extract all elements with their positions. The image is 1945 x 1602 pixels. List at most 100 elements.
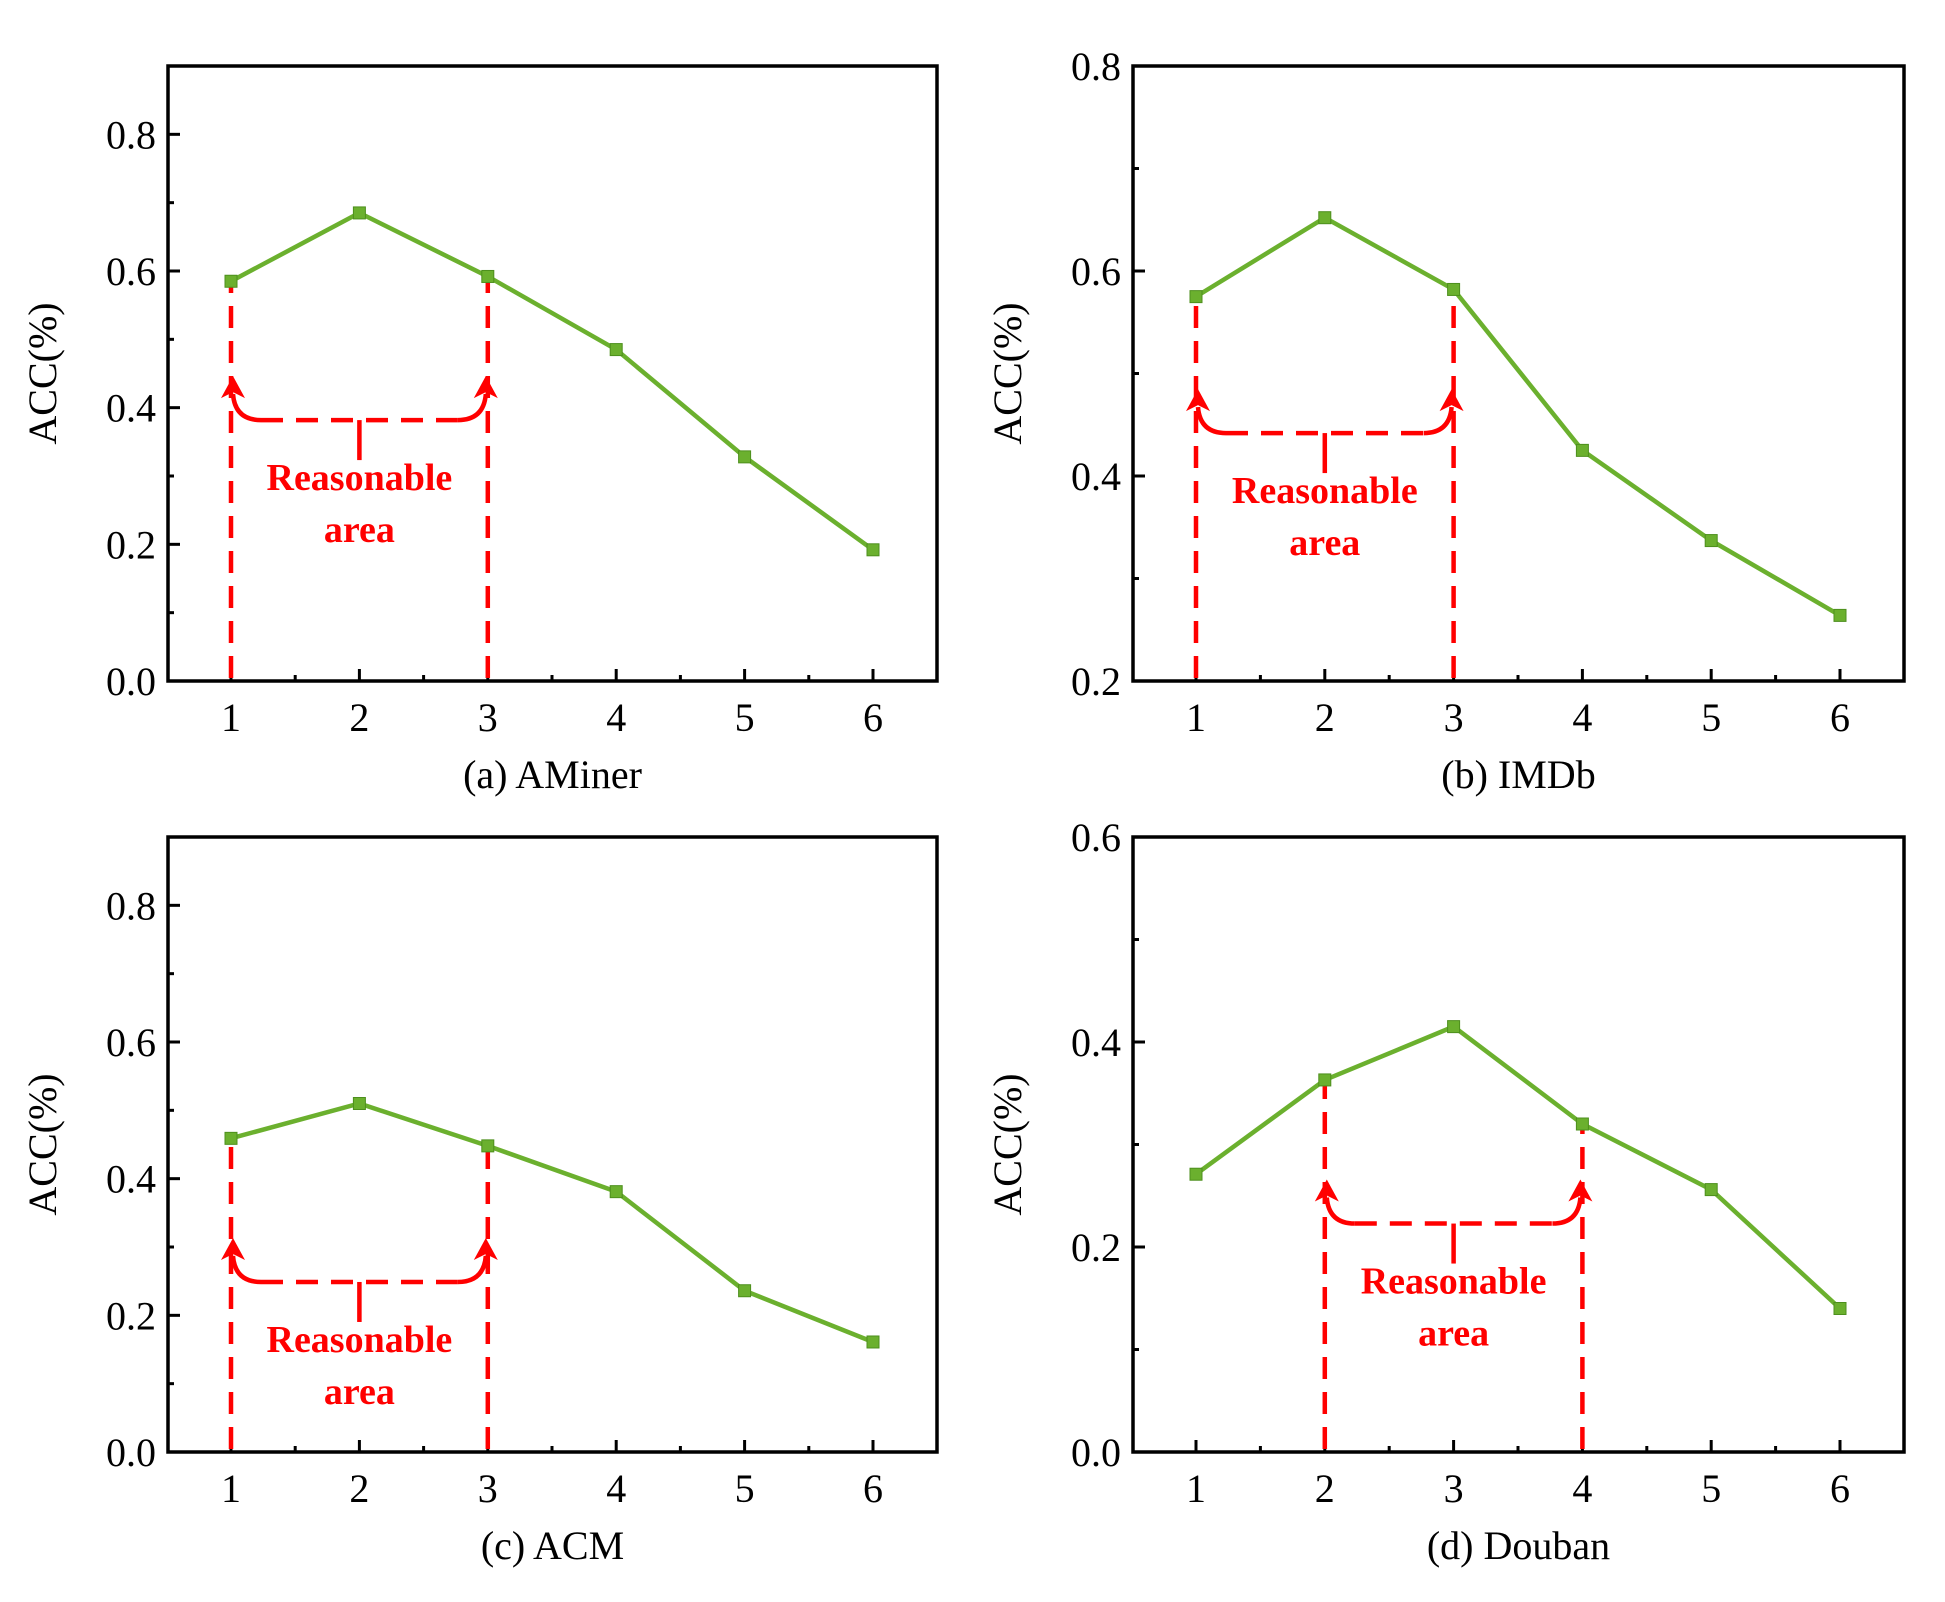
- right-arrow-head: [473, 1237, 498, 1260]
- left-arrow-head: [221, 1237, 245, 1260]
- x-tick-label: 6: [863, 1466, 883, 1511]
- y-tick-label: 0.6: [106, 1020, 156, 1065]
- x-tick-label: 4: [1572, 1466, 1592, 1511]
- y-tick-label: 0.4: [1071, 454, 1121, 499]
- data-point: [1318, 1073, 1332, 1087]
- data-point: [481, 269, 495, 283]
- y-axis-title: ACC(%): [20, 1073, 65, 1215]
- x-tick-label: 2: [1315, 695, 1335, 740]
- data-point: [738, 450, 752, 464]
- panel-caption: (d) Douban: [1427, 1523, 1610, 1568]
- y-tick-label: 0.6: [106, 249, 156, 294]
- data-point: [866, 1335, 880, 1349]
- y-tick-label: 0.2: [106, 1293, 156, 1338]
- annotation-label: area: [1289, 522, 1360, 564]
- panel-caption: (c) ACM: [481, 1523, 624, 1568]
- bracket-left-curve: [1324, 1197, 1355, 1226]
- left-arrow-head: [221, 376, 245, 399]
- bracket-left-curve: [230, 1255, 262, 1285]
- panel-1: 1 2 3 4 5 6 0.0 0.2 0.4 0.6 0.8 ACC(%) (a) AMiner Rea…: [20, 64, 939, 797]
- bracket-right-curve: [457, 393, 489, 423]
- reasonable-area-annotation: Reasonable area: [1186, 289, 1464, 678]
- y-tick-label: 0.8: [1071, 44, 1121, 89]
- annotation-label: Reasonable: [267, 1319, 453, 1361]
- y-tick-label: 0.0: [106, 659, 156, 704]
- data-point: [866, 543, 880, 557]
- series-line: [1194, 1024, 1842, 1311]
- y-tick-label: 0.0: [106, 1430, 156, 1475]
- data-point: [224, 1131, 238, 1145]
- x-tick-label: 6: [1830, 1466, 1850, 1511]
- series-line: [229, 210, 875, 552]
- annotation-label: area: [324, 509, 395, 551]
- reasonable-area-annotation: Reasonable area: [221, 1138, 498, 1449]
- x-tick-label: 4: [1572, 695, 1592, 740]
- x-tick-label: 6: [863, 695, 883, 740]
- data-point: [1833, 608, 1847, 622]
- bracket-right-curve: [1423, 406, 1454, 436]
- annotation-label: Reasonable: [1361, 1261, 1547, 1303]
- data-point: [1447, 1020, 1461, 1034]
- panel-caption: (b) IMDb: [1441, 752, 1595, 797]
- x-tick-label: 2: [349, 695, 369, 740]
- data-point: [1447, 282, 1461, 296]
- x-tick-label: 5: [735, 695, 755, 740]
- x-tick-label: 1: [1186, 1466, 1206, 1511]
- x-tick-label: 3: [1444, 695, 1464, 740]
- y-tick-label: 0.4: [106, 386, 156, 431]
- data-point: [352, 206, 366, 220]
- reasonable-area-annotation: Reasonable area: [221, 276, 498, 678]
- x-tick-label: 5: [735, 1466, 755, 1511]
- left-arrow-head: [1314, 1179, 1339, 1202]
- x-tick-label: 6: [1830, 695, 1850, 740]
- y-tick-label: 0.8: [106, 883, 156, 928]
- data-point: [738, 1284, 752, 1298]
- bracket-right-curve: [457, 1255, 489, 1285]
- plot-frame: [1131, 835, 1906, 1454]
- panel-4: 1 2 3 4 5 6 0.0 0.2 0.4 0.6 ACC(%) (d) Douban Reason…: [985, 815, 1906, 1568]
- right-arrow-head: [1439, 389, 1464, 412]
- bracket-left-curve: [1195, 406, 1227, 436]
- x-tick-label: 3: [1444, 1466, 1464, 1511]
- y-tick-label: 0.0: [1071, 1430, 1121, 1475]
- x-tick-label: 4: [606, 1466, 626, 1511]
- y-tick-label: 0.6: [1071, 815, 1121, 860]
- x-tick-label: 3: [478, 695, 498, 740]
- annotation-label: area: [324, 1371, 395, 1413]
- annotation-label: area: [1418, 1313, 1489, 1355]
- reasonable-area-annotation: Reasonable area: [1314, 1079, 1593, 1449]
- y-tick-label: 0.6: [1071, 249, 1121, 294]
- data-point: [1575, 443, 1589, 457]
- data-point: [1833, 1302, 1847, 1315]
- left-arrow-head: [1186, 389, 1210, 412]
- annotation-label: Reasonable: [1232, 470, 1418, 512]
- annotation-label: Reasonable: [267, 457, 453, 499]
- x-tick-label: 5: [1701, 695, 1721, 740]
- data-point: [481, 1139, 495, 1153]
- x-tick-label: 5: [1701, 1466, 1721, 1511]
- x-tick-label: 2: [1315, 1466, 1335, 1511]
- data-point: [1189, 290, 1203, 304]
- panel-3: 1 2 3 4 5 6 0.0 0.2 0.4 0.6 0.8 ACC(%) (c) ACM Reason…: [20, 835, 939, 1568]
- data-point: [1189, 1167, 1203, 1181]
- right-arrow-head: [1568, 1179, 1593, 1202]
- panel-2: 1 2 3 4 5 6 0.2 0.4 0.6 0.8 ACC(%) (b) IMDb Reasonab…: [985, 44, 1906, 797]
- x-tick-label: 4: [606, 695, 626, 740]
- data-point: [1704, 534, 1718, 548]
- right-arrow-head: [473, 376, 498, 399]
- y-tick-label: 0.8: [106, 112, 156, 157]
- y-axis-title: ACC(%): [985, 302, 1030, 444]
- x-tick-label: 1: [1186, 695, 1206, 740]
- y-tick-label: 0.2: [1071, 659, 1121, 704]
- data-point: [1704, 1183, 1718, 1197]
- y-tick-label: 0.4: [1071, 1020, 1121, 1065]
- x-tick-label: 3: [478, 1466, 498, 1511]
- y-tick-label: 0.2: [1071, 1225, 1121, 1270]
- bracket-right-curve: [1552, 1197, 1583, 1226]
- series-line: [1194, 215, 1842, 618]
- data-point: [1318, 211, 1332, 225]
- panel-caption: (a) AMiner: [463, 752, 642, 797]
- y-axis-title: ACC(%): [985, 1073, 1030, 1215]
- x-tick-label: 2: [349, 1466, 369, 1511]
